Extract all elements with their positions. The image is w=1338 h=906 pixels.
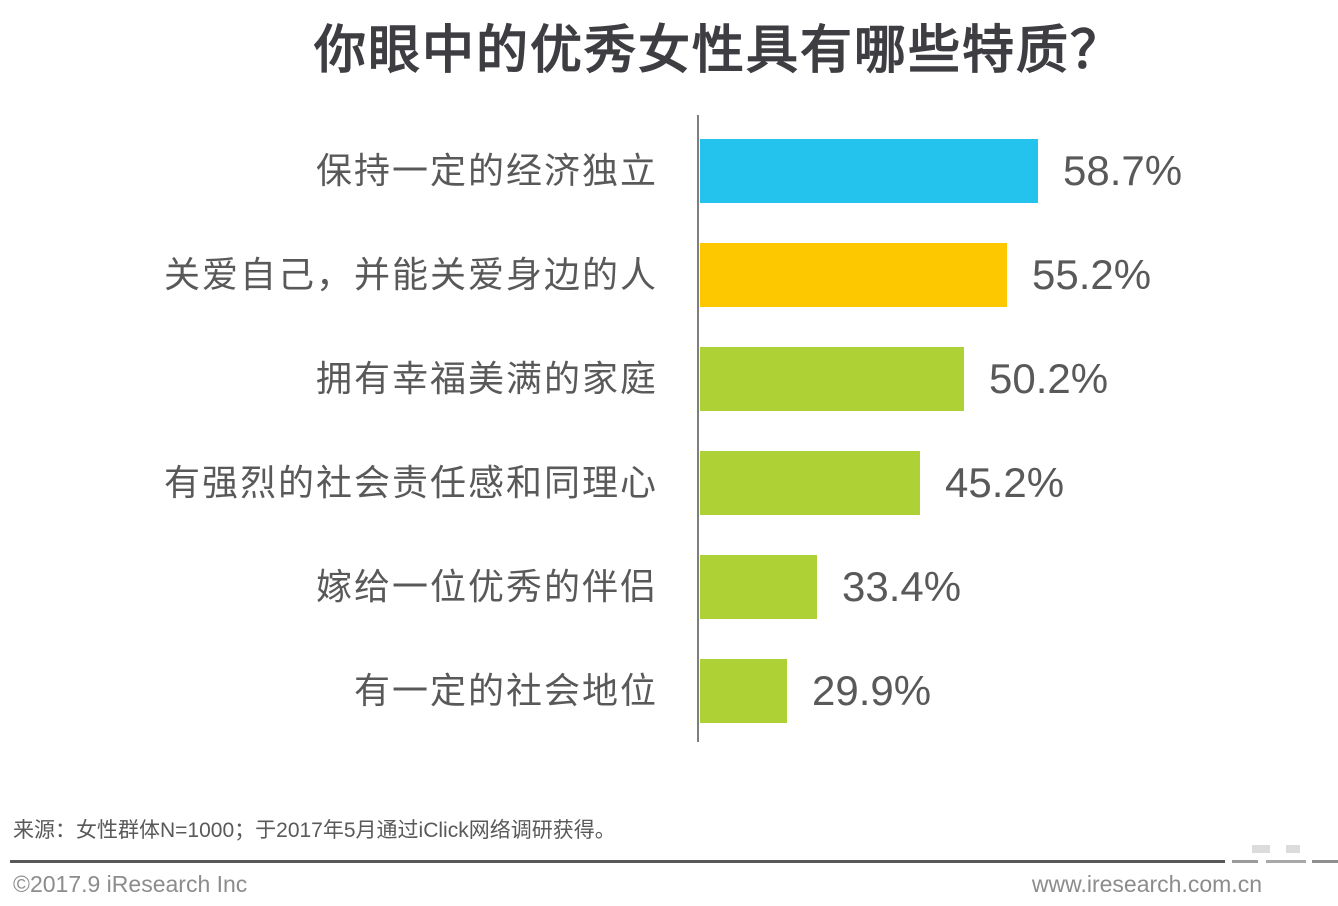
bar-label: 关爱自己，并能关爱身边的人 — [163, 254, 658, 295]
footer-divider-dash — [1266, 860, 1306, 863]
bar-value-label: 55.2% — [1032, 251, 1152, 298]
chart-title: 你眼中的优秀女性具有哪些特质？ — [313, 22, 1124, 80]
chart-row: 关爱自己，并能关爱身边的人 55.2% — [0, 243, 1338, 307]
copyright-text: ©2017.9 iResearch Inc — [13, 871, 248, 897]
bar-label: 拥有幸福美满的家庭 — [315, 358, 658, 399]
chart-row: 有一定的社会地位 29.9% — [0, 659, 1338, 723]
footer-divider — [10, 860, 1225, 863]
bar — [700, 451, 920, 515]
bar — [700, 659, 787, 723]
bar-label: 有一定的社会地位 — [353, 670, 658, 711]
bar-value-label: 33.4% — [842, 563, 962, 610]
bar — [700, 347, 964, 411]
bar-value-label: 45.2% — [945, 459, 1065, 506]
chart-row: 嫁给一位优秀的伴侣 33.4% — [0, 555, 1338, 619]
bar-label: 有强烈的社会责任感和同理心 — [163, 462, 658, 503]
watermark-fragment — [1286, 845, 1300, 853]
chart-row: 有强烈的社会责任感和同理心 45.2% — [0, 451, 1338, 515]
chart-row: 拥有幸福美满的家庭 50.2% — [0, 347, 1338, 411]
bar-value-label: 58.7% — [1063, 147, 1183, 194]
bar-value-label: 50.2% — [989, 355, 1109, 402]
y-axis-line — [697, 115, 699, 742]
footer-divider-dash — [1232, 860, 1258, 863]
source-note: 来源：女性群体N=1000；于2017年5月通过iClick网络调研获得。 — [13, 819, 616, 842]
chart-row: 保持一定的经济独立 58.7% — [0, 139, 1338, 203]
watermark-fragment — [1252, 845, 1270, 853]
bar-label: 保持一定的经济独立 — [315, 150, 658, 191]
bar — [700, 243, 1007, 307]
bar — [700, 139, 1038, 203]
chart-area: 保持一定的经济独立 58.7% 关爱自己，并能关爱身边的人 55.2% 拥有幸福… — [0, 115, 1338, 742]
bar-value-label: 29.9% — [812, 667, 932, 714]
website-text: www.iresearch.com.cn — [1031, 871, 1262, 897]
bar — [700, 555, 817, 619]
bar-label: 嫁给一位优秀的伴侣 — [315, 566, 658, 607]
footer-divider-dash — [1312, 860, 1338, 863]
